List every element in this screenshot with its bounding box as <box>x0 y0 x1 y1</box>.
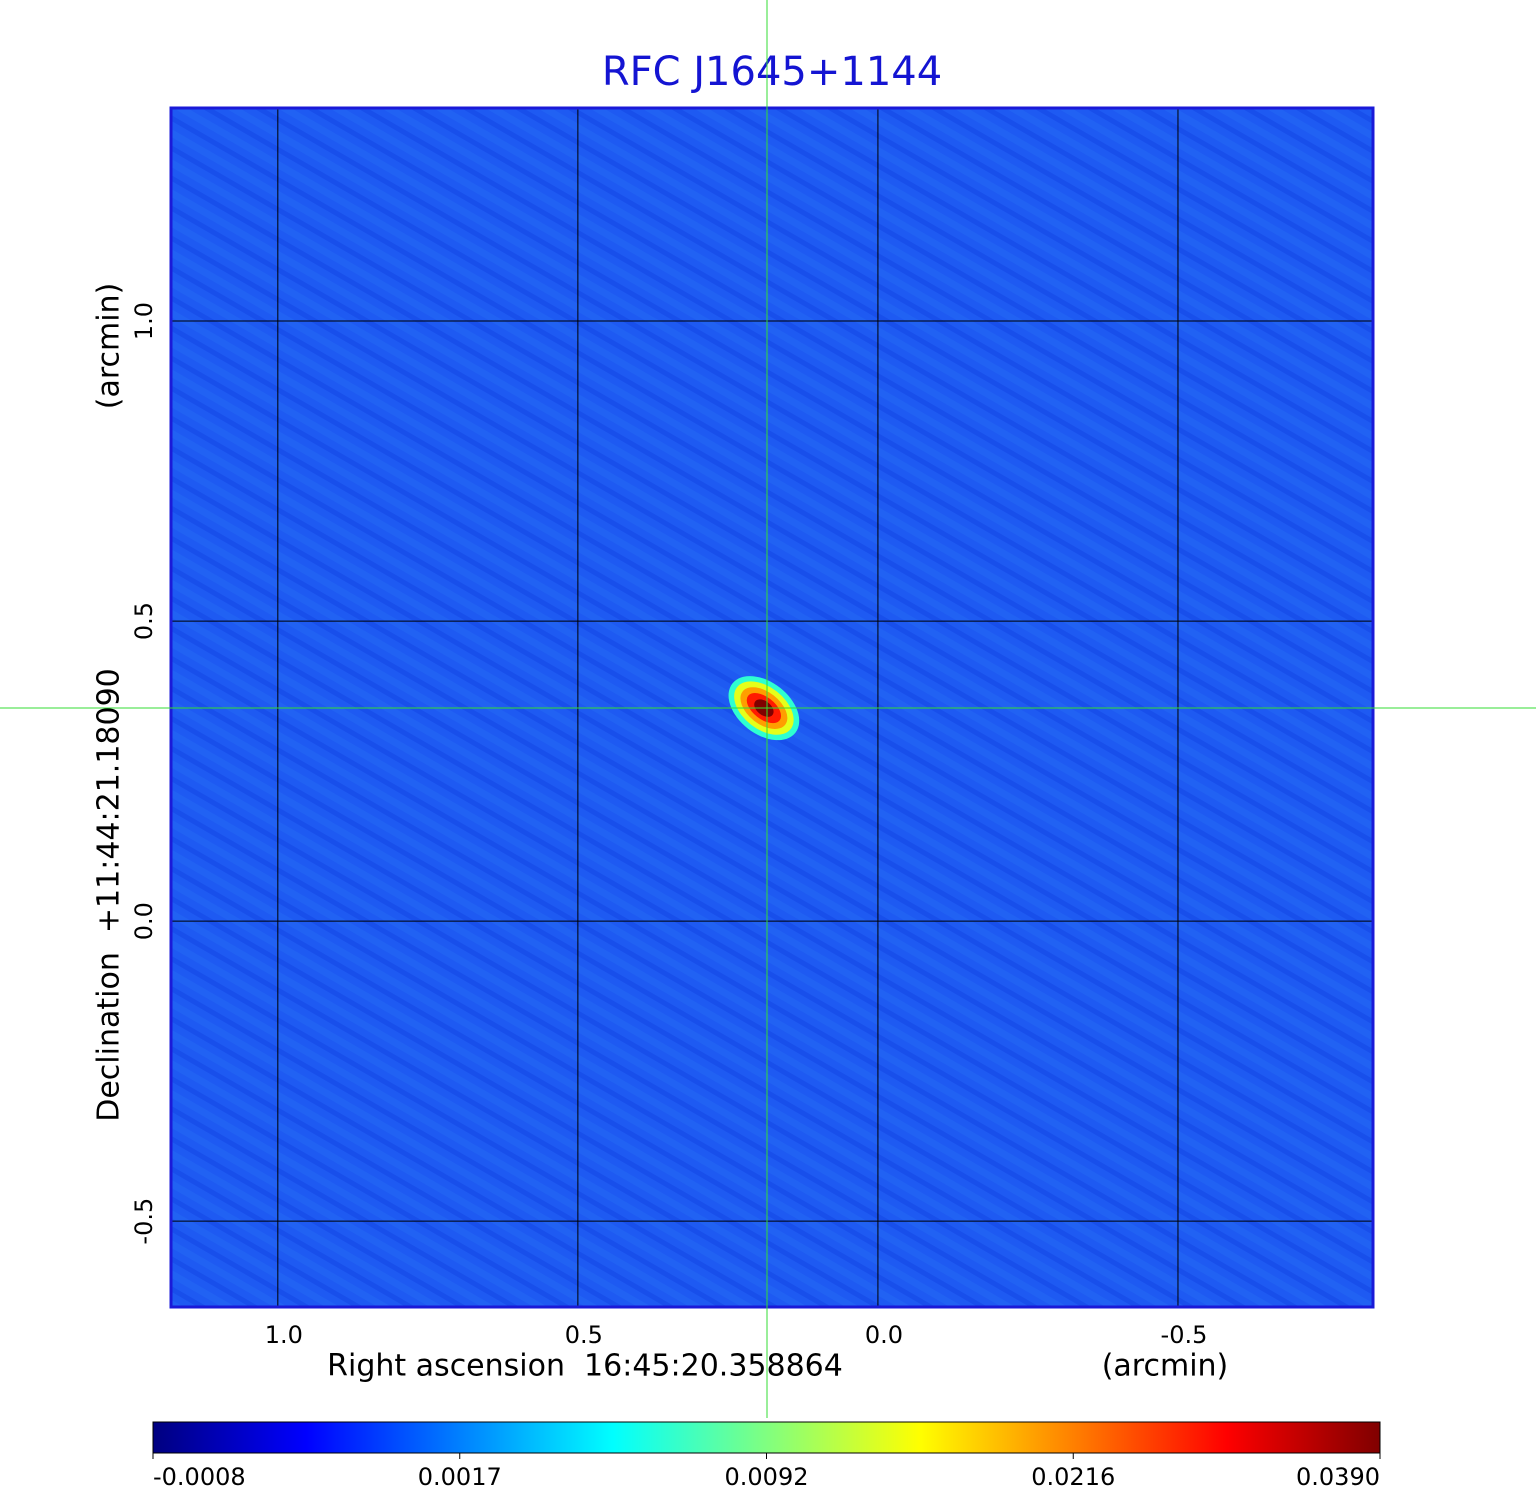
x-tick-label: -0.5 <box>1161 1321 1208 1349</box>
y-tick-label: 1.0 <box>130 302 158 340</box>
y-tick-label: -0.5 <box>130 1198 158 1245</box>
y-tick-label: 0.0 <box>130 902 158 940</box>
y-axis-label: Declination +11:44:21.18090 <box>92 668 127 1122</box>
x-axis-unit: (arcmin) <box>1102 1349 1229 1384</box>
colorbar-tick-label: 0.0390 <box>1296 1463 1380 1491</box>
x-tick-label: 1.0 <box>265 1321 303 1349</box>
colorbar-tick-label: 0.0216 <box>1031 1463 1115 1491</box>
y-tick-label: 0.5 <box>130 602 158 640</box>
colorbar-tick-label: 0.0017 <box>418 1463 502 1491</box>
colorbar <box>152 1421 1381 1454</box>
x-axis-label: Right ascension 16:45:20.358864 <box>327 1349 843 1384</box>
x-tick-label: 0.0 <box>865 1321 903 1349</box>
x-tick-label: 0.5 <box>565 1321 603 1349</box>
chart-title: RFC J1645+1144 <box>602 49 942 95</box>
y-axis-unit: (arcmin) <box>92 283 127 410</box>
colorbar-tick-label: -0.0008 <box>153 1463 246 1491</box>
colorbar-tick-label: 0.0092 <box>725 1463 809 1491</box>
